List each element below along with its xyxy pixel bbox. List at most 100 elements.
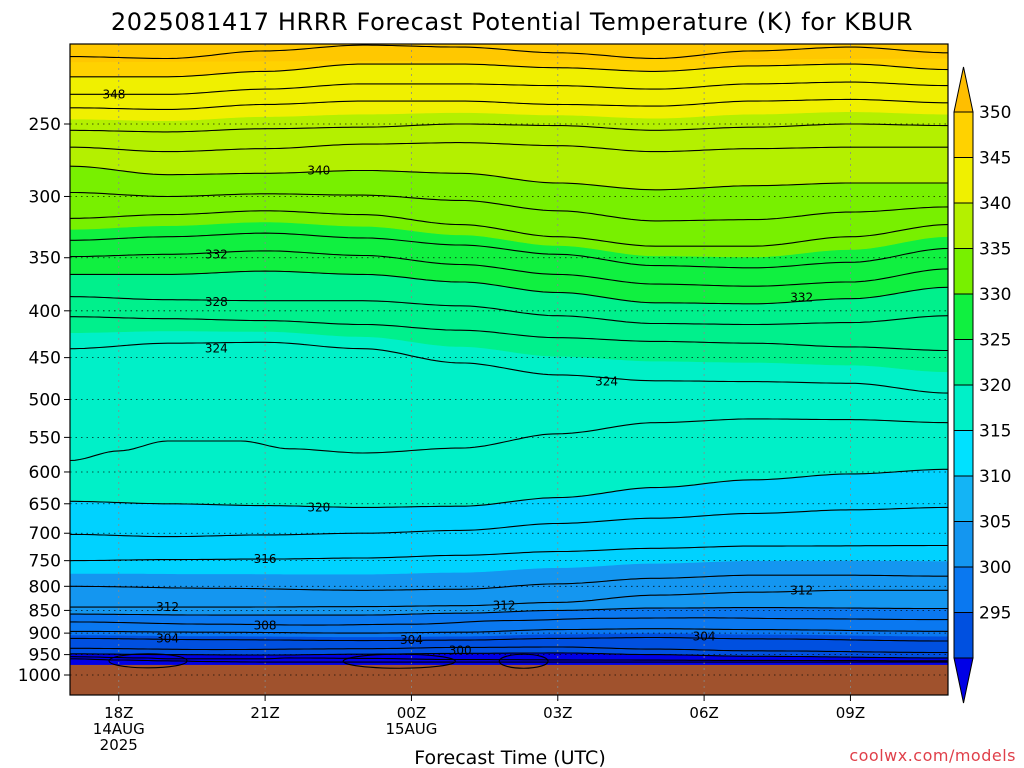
- contour-348: [70, 81, 948, 95]
- contour-label: 348: [102, 87, 125, 101]
- cold-pool-contour: [342, 653, 456, 669]
- contour-label: 332: [790, 291, 813, 305]
- contour-304: [70, 636, 948, 642]
- contour-label: 312: [156, 600, 179, 614]
- svg-text:300: 300: [449, 643, 472, 657]
- svg-text:324: 324: [205, 342, 228, 356]
- svg-text:312: 312: [790, 583, 813, 597]
- colorbar-segment: [953, 293, 974, 340]
- colorbar-segment: [953, 248, 974, 295]
- time-gridlines: [118, 44, 851, 695]
- svg-text:304: 304: [400, 633, 423, 647]
- contour-label: 324: [595, 375, 618, 389]
- y-tick-label: 350: [29, 249, 61, 269]
- color-band: [70, 656, 948, 665]
- x-tick-year: 2025: [100, 736, 138, 754]
- contour-label: 304: [400, 633, 423, 647]
- colorbar-bottom-arrow: [953, 657, 974, 704]
- contour-label: 304: [156, 631, 179, 645]
- contour-lines: [70, 44, 948, 669]
- colorbar-label: 315: [979, 422, 1011, 442]
- svg-text:328: 328: [205, 295, 228, 309]
- contour-322: [70, 418, 948, 462]
- svg-text:312: 312: [493, 599, 516, 613]
- x-tick-label: 21Z: [250, 704, 279, 722]
- x-tick-label: 18Z: [104, 704, 133, 722]
- contour-296: [70, 658, 948, 663]
- colorbar-segment: [953, 521, 974, 568]
- colorbar-label: 295: [979, 604, 1011, 624]
- pressure-gridlines: [70, 123, 948, 676]
- contour-298: [70, 656, 948, 662]
- contour-label: 324: [205, 342, 228, 356]
- y-tick-label: 250: [29, 115, 61, 135]
- cold-pool-contour: [498, 653, 549, 669]
- cold-pool-contour: [108, 653, 188, 669]
- y-tick-label: 650: [29, 495, 61, 515]
- contour-352: [70, 44, 948, 60]
- contour-302: [70, 646, 948, 654]
- plot-frame: [69, 43, 949, 696]
- contour-330: [70, 270, 948, 305]
- y-tick-label: 800: [29, 577, 61, 597]
- y-axis-ticks: 250 300 350 400 450 500 550 600 650 700 750 800 850 9…: [18, 115, 70, 686]
- x-axis-label: Forecast Time (UTC): [414, 747, 605, 768]
- colorbar-segment: [953, 157, 974, 204]
- colorbar-label: 340: [979, 194, 1011, 214]
- plot-area: 348 340 332 328 324 324 332 320 316 312 312 312 308 3…: [70, 44, 948, 695]
- x-tick-label: 03Z: [543, 704, 572, 722]
- contour-label: 316: [254, 552, 277, 566]
- svg-text:312: 312: [156, 600, 179, 614]
- contour-326: [70, 316, 948, 352]
- svg-text:316: 316: [254, 552, 277, 566]
- contour-346: [70, 98, 948, 110]
- svg-text:332: 332: [790, 291, 813, 305]
- y-tick-label: 400: [29, 302, 61, 322]
- colorbar-label: 335: [979, 240, 1011, 260]
- contour-316: [70, 544, 948, 562]
- contour-label: 312: [790, 583, 813, 597]
- svg-text:324: 324: [595, 375, 618, 389]
- svg-text:304: 304: [156, 631, 179, 645]
- colorbar-label: 350: [979, 103, 1011, 123]
- y-tick-label: 700: [29, 524, 61, 544]
- x-tick-label: 00Z: [397, 704, 426, 722]
- colorbar-segment: [953, 202, 974, 249]
- contour-label: 308: [254, 619, 277, 633]
- svg-text:308: 308: [254, 619, 277, 633]
- contour-306: [70, 628, 948, 634]
- y-tick-label: 750: [29, 552, 61, 572]
- watermark: coolwx.com/models: [849, 746, 1016, 765]
- x-tick-date: 14AUG: [93, 720, 145, 738]
- colorbar-segment: [953, 566, 974, 613]
- contour-label: 312: [493, 599, 516, 613]
- svg-text:320: 320: [307, 500, 330, 514]
- contour-334: [70, 232, 948, 269]
- x-tick-label: 09Z: [836, 704, 865, 722]
- chart-title: 2025081417 HRRR Forecast Potential Tempe…: [111, 8, 913, 36]
- y-tick-label: 900: [29, 624, 61, 644]
- x-tick-label: 06Z: [689, 704, 718, 722]
- contour-340: [70, 165, 948, 191]
- contour-label: 340: [307, 163, 330, 177]
- y-tick-label: 300: [29, 187, 61, 207]
- contour-label: 328: [205, 295, 228, 309]
- y-tick-label: 950: [29, 646, 61, 666]
- contour-320: [70, 468, 948, 508]
- colorbar-segment: [953, 612, 974, 659]
- colorbar-segment: [953, 384, 974, 431]
- contour-300: [70, 652, 948, 659]
- colorbar-segment: [953, 475, 974, 522]
- y-tick-label: 1000: [18, 666, 61, 686]
- y-tick-label: 500: [29, 391, 61, 411]
- contour-314: [70, 574, 948, 591]
- contour-338: [70, 191, 948, 222]
- colorbar: 350 345 340 335 330 325 320 315 310 305 300 295: [953, 66, 1011, 704]
- y-tick-label: 600: [29, 463, 61, 483]
- contour-344: [70, 123, 948, 133]
- contour-312: [70, 589, 948, 608]
- contour-310: [70, 607, 948, 616]
- contour-328: [70, 296, 948, 326]
